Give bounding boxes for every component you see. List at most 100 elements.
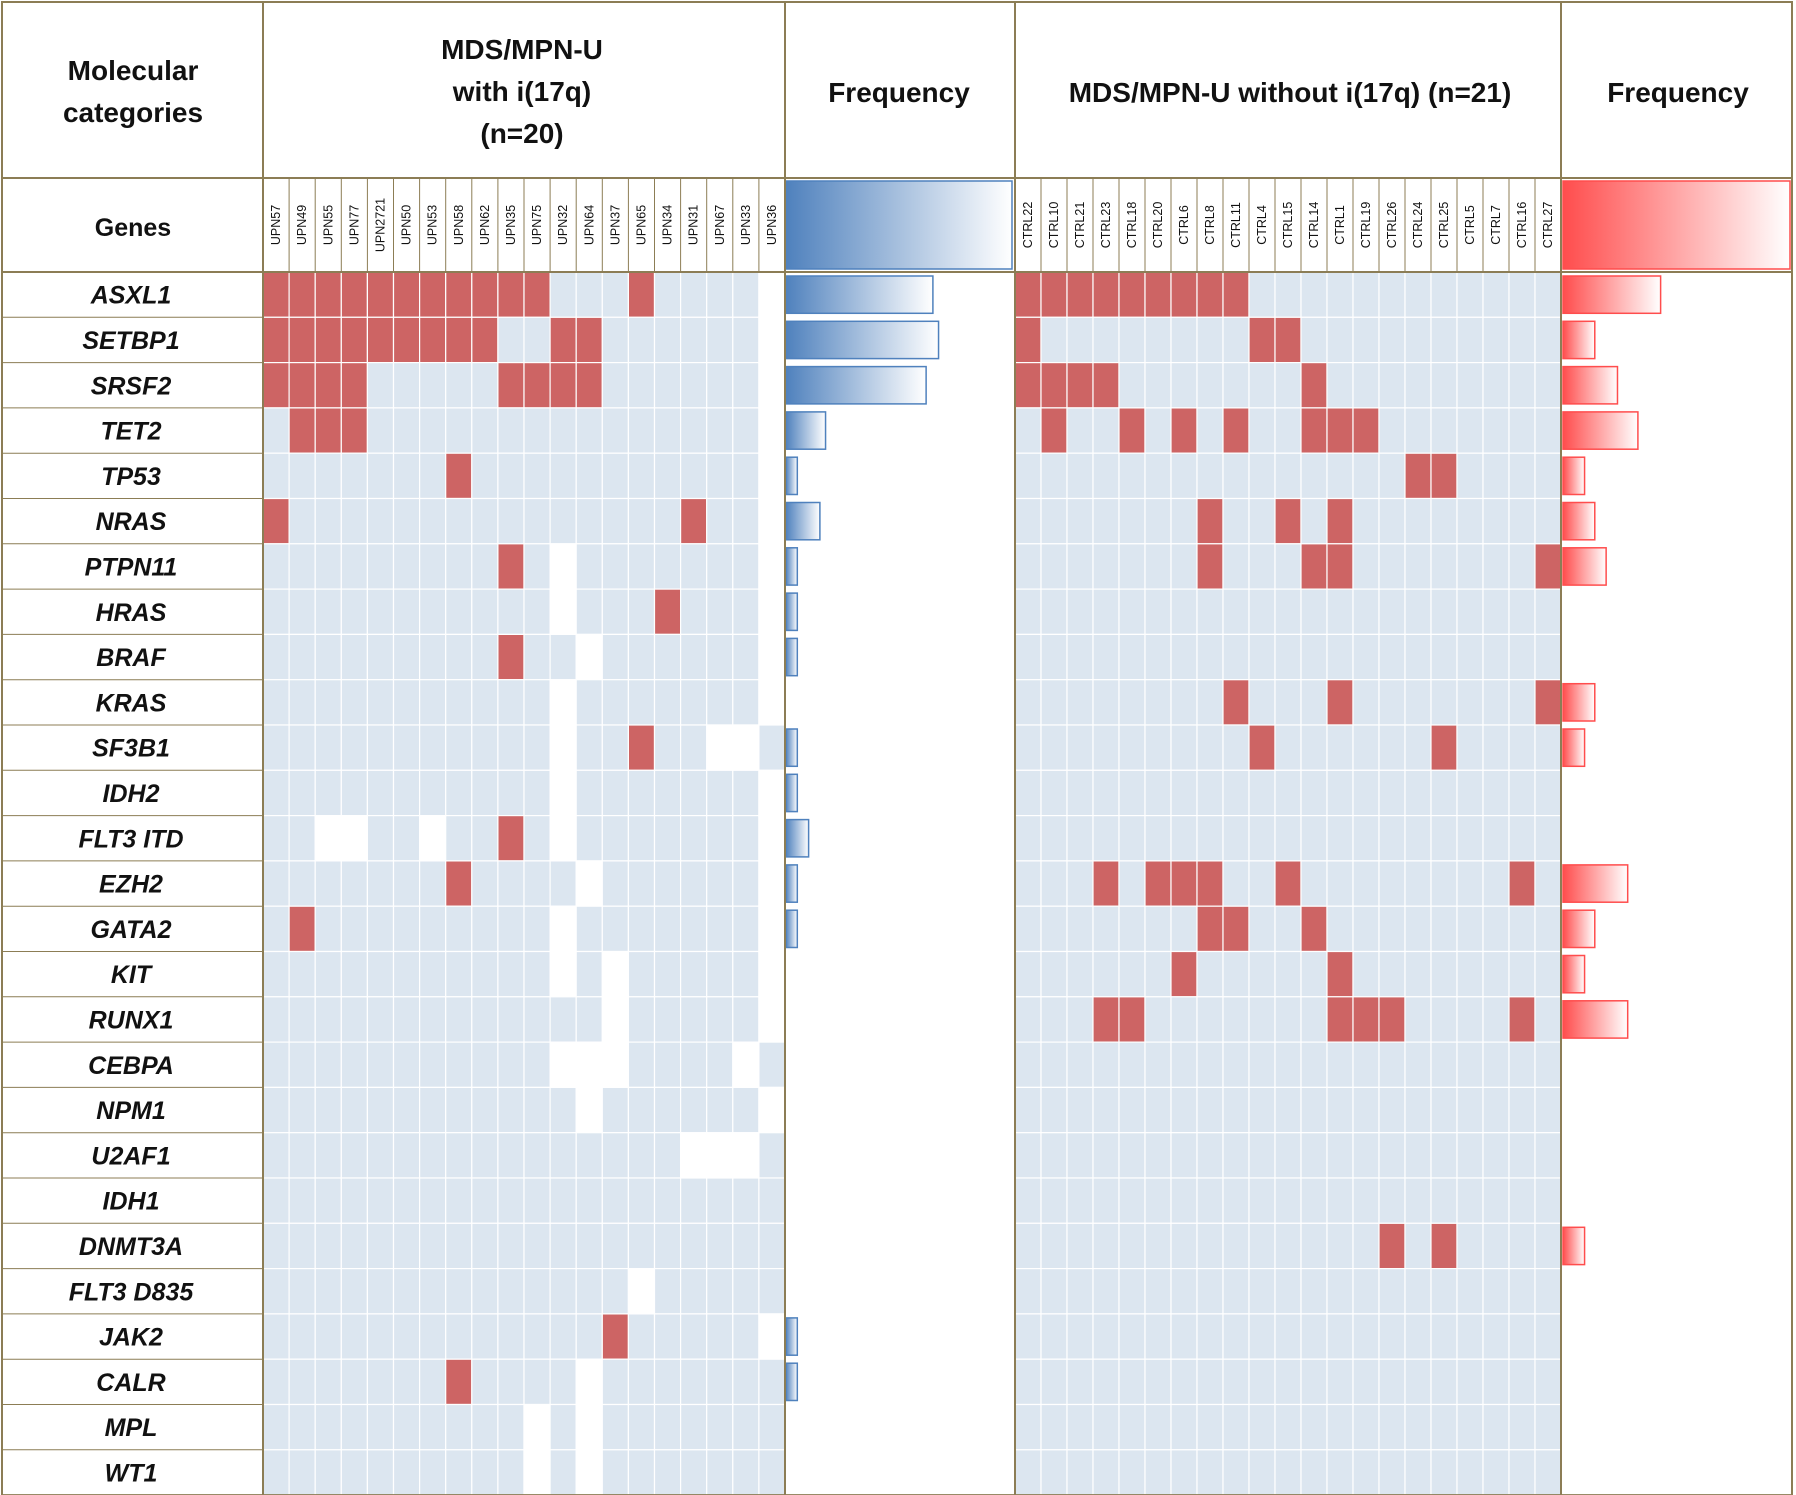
cell-g1-RUNX1-UPN50 (392, 996, 421, 1043)
cell-g1-NRAS-UPN37 (601, 497, 629, 545)
cell-g2-NRAS-CTRL14 (1300, 497, 1328, 545)
cell-g2-GATA2-CTRL5 (1456, 905, 1484, 953)
cell-g2-RUNX1-CTRL21 (1066, 996, 1094, 1043)
gene-labels: ASXL1 SETBP1 SRSF2 TET2 TP53 NRAS PTPN11 HRAS BR… (69, 282, 195, 1488)
cell-g1-CEBPA-UPN2721 (366, 1041, 395, 1088)
frequency-1-header-bar (785, 180, 1013, 270)
cell-g1-BRAF-UPN58 (445, 633, 473, 681)
cell-g1-KRAS-UPN36 (758, 679, 786, 726)
cell-g2-CALR-CTRL18 (1118, 1358, 1146, 1406)
gene-label-NPM1: NPM1 (96, 1097, 165, 1125)
cell-g2-BRAF-CTRL24 (1404, 633, 1432, 681)
cell-g1-KIT-UPN75 (523, 950, 551, 998)
cell-g2-TP53-CTRL23 (1092, 452, 1120, 500)
cell-g1-IDH2-UPN2721 (366, 769, 395, 817)
cell-g1-IDH2-UPN58 (445, 769, 473, 817)
cell-g2-SRSF2-CTRL26 (1378, 362, 1406, 409)
cell-g1-JAK2-UPN34 (653, 1313, 682, 1360)
cell-g2-DNMT3A-CTRL15 (1274, 1222, 1302, 1270)
cell-g1-FLT3-ITD-UPN36 (758, 814, 786, 862)
cell-g2-EZH2-CTRL14 (1300, 860, 1328, 907)
cell-g2-NPM1-CTRL15 (1274, 1086, 1302, 1134)
cell-g2-SETBP1-CTRL11 (1222, 316, 1250, 364)
cell-g2-SF3B1-CTRL10 (1040, 724, 1068, 771)
cell-g1-TET2-UPN65 (627, 407, 656, 454)
cell-g2-CALR-CTRL10 (1040, 1358, 1068, 1406)
cell-g2-U2AF1-CTRL5 (1456, 1132, 1484, 1179)
cell-g1-FLT3-ITD-UPN62 (471, 814, 499, 862)
cell-g1-CEBPA-UPN33 (732, 1041, 760, 1088)
cell-g1-ASXL1-UPN50 (392, 271, 421, 318)
frequency-2-bar-NRAS (1562, 501, 1596, 541)
cell-g2-DNMT3A-CTRL14 (1300, 1222, 1328, 1270)
cell-g2-RUNX1-CTRL23 (1092, 996, 1120, 1043)
cell-g1-EZH2-UPN58 (445, 860, 473, 907)
cell-g1-MPL-UPN67 (706, 1403, 734, 1451)
cell-g1-NRAS-UPN77 (340, 497, 368, 545)
cell-g1-BRAF-UPN37 (601, 633, 629, 681)
cell-g1-JAK2-UPN35 (497, 1313, 525, 1360)
cell-g1-MPL-UPN58 (445, 1403, 473, 1451)
sample-label-CTRL6: CTRL6 (1177, 205, 1191, 245)
gene-label-KRAS: KRAS (96, 689, 167, 717)
cell-g2-FLT3-D835-CTRL22 (1014, 1267, 1042, 1315)
cell-g2-U2AF1-CTRL21 (1066, 1132, 1094, 1179)
cell-g2-CEBPA-CTRL14 (1300, 1041, 1328, 1088)
cell-g2-GATA2-CTRL10 (1040, 905, 1068, 953)
cell-g2-IDH1-CTRL10 (1040, 1177, 1068, 1224)
cell-g1-EZH2-UPN2721 (366, 860, 395, 907)
sample-label-UPN57: UPN57 (269, 205, 283, 245)
cell-g1-PTPN11-UPN53 (419, 543, 447, 590)
cell-g2-IDH1-CTRL22 (1014, 1177, 1042, 1224)
cell-g2-CEBPA-CTRL16 (1508, 1041, 1536, 1088)
cell-g1-EZH2-UPN65 (627, 860, 656, 907)
cell-g1-SF3B1-UPN64 (575, 724, 603, 771)
cell-g1-KRAS-UPN33 (732, 679, 760, 726)
cell-g1-GATA2-UPN75 (523, 905, 551, 953)
cell-g2-JAK2-CTRL11 (1222, 1313, 1250, 1360)
cell-g1-KRAS-UPN55 (314, 679, 342, 726)
cell-g2-TET2-CTRL15 (1274, 407, 1302, 454)
cell-g1-IDH2-UPN36 (758, 769, 786, 817)
cell-g2-MPL-CTRL25 (1430, 1403, 1458, 1451)
cell-g1-BRAF-UPN65 (627, 633, 656, 681)
cell-g2-KIT-CTRL1 (1326, 950, 1354, 998)
cell-g2-MPL-CTRL6 (1170, 1403, 1198, 1451)
cell-g1-SETBP1-UPN53 (419, 316, 447, 364)
cell-g2-ASXL1-CTRL11 (1222, 271, 1250, 318)
cell-g2-IDH1-CTRL23 (1092, 1177, 1120, 1224)
cell-g2-IDH2-CTRL16 (1508, 769, 1536, 817)
cell-g1-CEBPA-UPN57 (262, 1041, 290, 1088)
cell-g1-KIT-UPN67 (706, 950, 734, 998)
cell-g2-CEBPA-CTRL1 (1326, 1041, 1354, 1088)
cell-g2-CALR-CTRL14 (1300, 1358, 1328, 1406)
cell-g1-IDH2-UPN53 (419, 769, 447, 817)
cell-g2-NPM1-CTRL14 (1300, 1086, 1328, 1134)
cell-g2-KIT-CTRL15 (1274, 950, 1302, 998)
cell-g1-GATA2-UPN36 (758, 905, 786, 953)
cell-g1-KRAS-UPN37 (601, 679, 629, 726)
sample-label-CTRL4: CTRL4 (1255, 205, 1269, 245)
cell-g2-WT1-CTRL16 (1508, 1449, 1536, 1495)
cell-g2-BRAF-CTRL1 (1326, 633, 1354, 681)
cell-g1-HRAS-UPN57 (262, 588, 290, 635)
cell-g1-IDH1-UPN77 (340, 1177, 368, 1224)
cell-g1-NRAS-UPN65 (627, 497, 656, 545)
cell-g1-U2AF1-UPN36 (758, 1132, 786, 1179)
cell-g1-SF3B1-UPN55 (314, 724, 342, 771)
cell-g2-ASXL1-CTRL26 (1378, 271, 1406, 318)
cell-g1-SETBP1-UPN62 (471, 316, 499, 364)
frequency-1-bar-NRAS (785, 501, 821, 541)
cell-g1-GATA2-UPN32 (549, 905, 577, 953)
cell-g2-ASXL1-CTRL6 (1170, 271, 1198, 318)
cell-g2-CEBPA-CTRL15 (1274, 1041, 1302, 1088)
cell-g1-KIT-UPN62 (471, 950, 499, 998)
cell-g2-U2AF1-CTRL20 (1144, 1132, 1172, 1179)
cell-g1-WT1-UPN67 (706, 1449, 734, 1495)
cell-g1-U2AF1-UPN77 (340, 1132, 368, 1179)
cell-g1-IDH2-UPN33 (732, 769, 760, 817)
cell-g1-TET2-UPN35 (497, 407, 525, 454)
sample-label-CTRL23: CTRL23 (1099, 202, 1113, 249)
cell-g2-NPM1-CTRL21 (1066, 1086, 1094, 1134)
